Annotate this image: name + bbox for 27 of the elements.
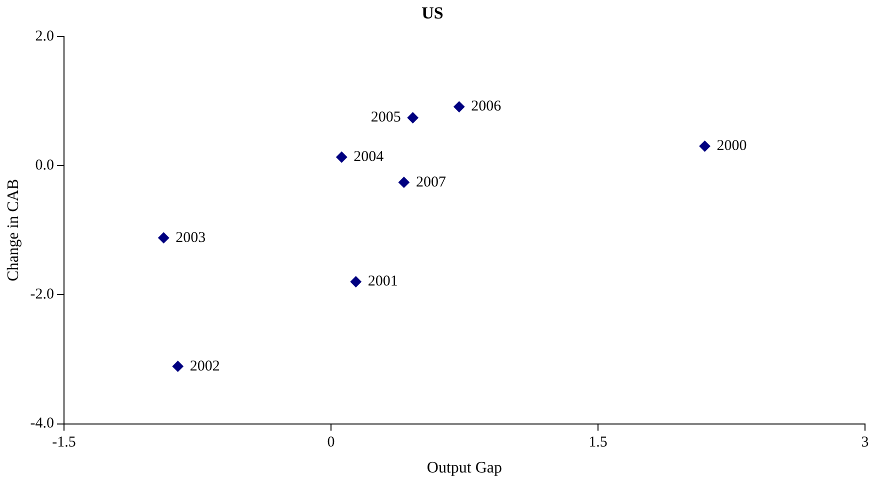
x-tick-label: -1.5 [52, 434, 76, 451]
y-axis-title: Change in CAB [4, 178, 22, 282]
point [350, 276, 362, 288]
y-tick-label: -2.0 [30, 286, 54, 303]
annotation: 2004 [354, 149, 384, 166]
x-axis-title: Output Gap [426, 460, 502, 477]
point [336, 152, 348, 163]
annotation: 2007 [416, 174, 446, 190]
point [158, 232, 170, 244]
x-tick-label: 1.5 [588, 434, 608, 451]
y-tick-label: 2.0 [35, 28, 54, 44]
y-tick-label: -4.0 [30, 416, 54, 432]
chart-title: US [422, 4, 444, 23]
point [407, 112, 418, 124]
annotation: 2000 [716, 138, 747, 154]
annotation: 2005 [370, 110, 401, 126]
x-tick-label: 0 [327, 434, 335, 451]
x-tick-label: 3 [861, 434, 869, 451]
point [454, 101, 465, 112]
annotation: 2006 [471, 98, 502, 115]
annotation: 2002 [190, 358, 220, 374]
y-tick-label: 0.0 [35, 157, 54, 174]
point [172, 360, 184, 372]
annotation: 2003 [176, 230, 206, 246]
point [699, 140, 710, 152]
point [398, 176, 410, 188]
annotation: 2001 [368, 274, 398, 290]
